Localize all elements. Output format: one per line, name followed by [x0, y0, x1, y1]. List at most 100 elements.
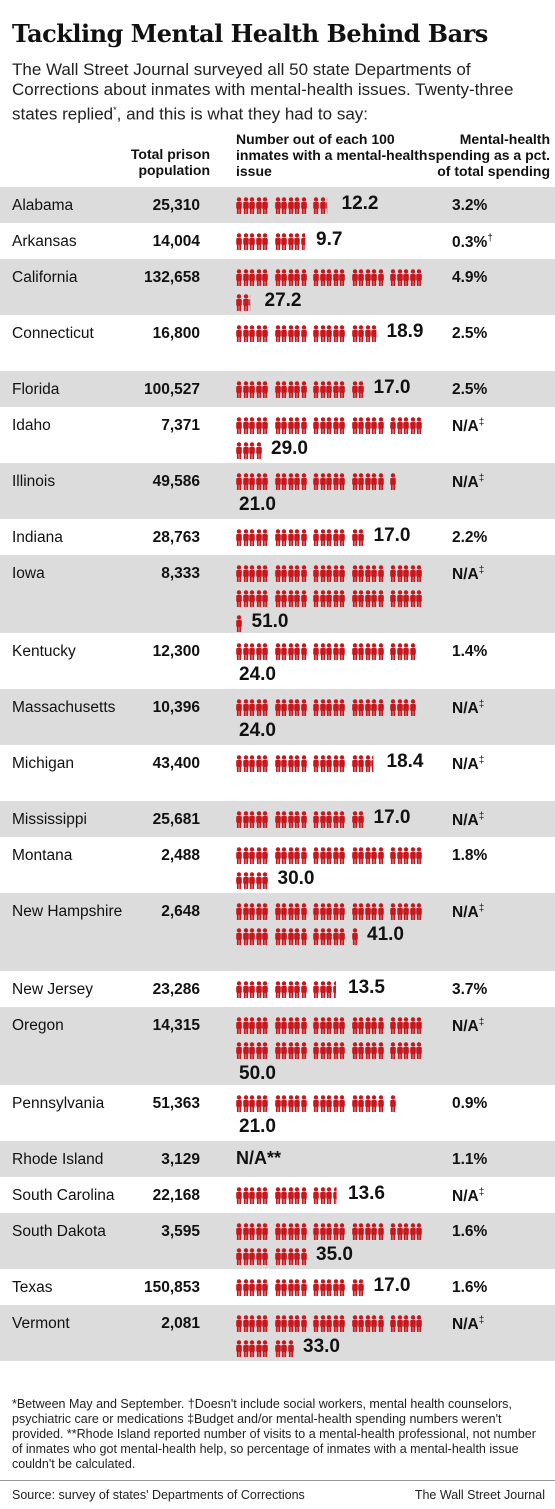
person-icon	[377, 699, 384, 716]
person-icon	[403, 643, 409, 660]
person-icon	[326, 269, 332, 286]
person-icon	[287, 1279, 294, 1296]
person-icon	[351, 811, 358, 828]
person-icon	[358, 811, 364, 828]
figure-group	[236, 869, 269, 889]
person-icon	[249, 417, 255, 434]
person-icon	[319, 381, 326, 398]
person-icon	[274, 1223, 281, 1240]
person-icon	[242, 699, 249, 716]
person-icon	[287, 197, 294, 214]
person-icon	[313, 643, 319, 660]
person-icon	[249, 1315, 255, 1332]
person-icon	[262, 1187, 268, 1204]
person-icon	[262, 872, 268, 889]
person-icon	[339, 847, 345, 864]
person-icon	[396, 269, 403, 286]
figure-group	[313, 696, 346, 716]
pictograph: 24.0	[236, 696, 436, 741]
person-icon	[403, 1315, 409, 1332]
person-icon	[396, 1017, 403, 1034]
person-icon	[242, 442, 249, 459]
person-icon	[332, 1095, 339, 1112]
figure-group	[351, 1014, 385, 1034]
spending-value: N/A‡	[452, 699, 484, 718]
spending-text: 0.3%	[452, 234, 488, 252]
person-icon	[300, 590, 307, 607]
person-icon	[326, 981, 332, 998]
population-value: 2,488	[161, 847, 200, 864]
person-icon	[319, 325, 326, 342]
person-icon	[326, 699, 332, 716]
person-icon	[274, 1187, 281, 1204]
spending-value: 4.9%	[452, 269, 487, 287]
person-icon	[396, 417, 403, 434]
spending-value: N/A‡	[452, 1017, 484, 1036]
person-icon	[377, 1017, 384, 1034]
population-value: 43,400	[152, 755, 200, 772]
person-icon	[351, 847, 358, 864]
person-icon	[281, 903, 287, 920]
person-icon	[313, 565, 319, 582]
figure-group	[351, 587, 385, 607]
spending-text: 1.1%	[452, 1151, 488, 1168]
person-icon	[294, 1042, 300, 1059]
figure-group	[274, 978, 308, 998]
population-value: 7,371	[161, 417, 200, 434]
population-value: 12,300	[152, 643, 200, 660]
person-icon	[409, 1223, 416, 1240]
person-icon	[313, 981, 319, 998]
pictograph: 18.4	[236, 752, 436, 772]
person-icon	[326, 1017, 332, 1034]
person-icon	[396, 699, 403, 716]
footnote-mark: †	[487, 233, 493, 244]
figure-group	[274, 470, 308, 490]
figure-group	[313, 587, 346, 607]
figure-group	[236, 1014, 269, 1034]
figure-group	[313, 266, 346, 286]
person-icon	[281, 1095, 287, 1112]
pictograph: 41.0	[236, 900, 436, 945]
person-icon	[274, 1042, 281, 1059]
figure-group	[313, 1092, 346, 1112]
person-icon	[409, 1315, 416, 1332]
person-icon	[358, 1315, 364, 1332]
figure-group	[351, 808, 365, 828]
table-row: South Carolina 22,168 13.6 N/A‡	[0, 1177, 555, 1213]
figure-group	[274, 562, 308, 582]
person-icon	[319, 847, 326, 864]
person-icon	[416, 1315, 422, 1332]
person-icon	[313, 1187, 319, 1204]
person-icon	[262, 981, 268, 998]
person-icon	[300, 381, 307, 398]
person-icon	[364, 590, 371, 607]
person-icon	[281, 417, 287, 434]
person-icon	[255, 1042, 262, 1059]
population-value: 10,396	[152, 699, 200, 716]
figure-group	[313, 925, 346, 945]
person-icon	[274, 233, 281, 250]
spending-text: N/A	[452, 1018, 479, 1036]
figure-group	[274, 587, 308, 607]
person-icon	[249, 1248, 255, 1265]
person-icon	[294, 233, 300, 250]
spending-text: 3.2%	[452, 197, 488, 214]
person-icon	[262, 1248, 268, 1265]
pictograph: 17.0	[236, 526, 436, 546]
state-name: Illinois	[12, 473, 56, 490]
state-name: Pennsylvania	[12, 1095, 105, 1112]
person-icon	[294, 325, 300, 342]
person-icon	[274, 1315, 281, 1332]
person-icon	[242, 325, 249, 342]
person-icon	[313, 1315, 319, 1332]
person-icon	[294, 417, 300, 434]
person-icon	[242, 1187, 249, 1204]
person-icon	[339, 643, 345, 660]
person-icon	[255, 981, 262, 998]
person-icon	[332, 417, 339, 434]
person-icon	[403, 1223, 409, 1240]
person-icon	[242, 903, 249, 920]
person-icon	[300, 1315, 307, 1332]
person-icon	[403, 565, 409, 582]
person-icon	[249, 755, 255, 772]
